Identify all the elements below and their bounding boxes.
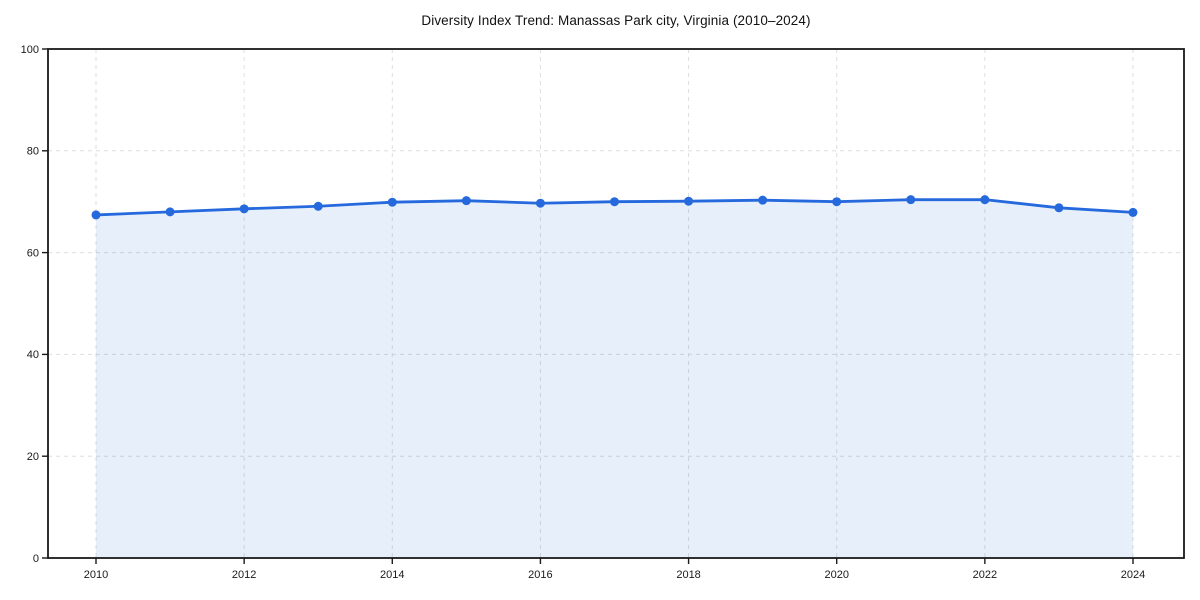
data-point xyxy=(313,201,323,211)
x-tick-label: 2024 xyxy=(1121,569,1145,581)
data-point xyxy=(906,195,916,205)
data-point xyxy=(1054,203,1064,213)
x-tick-label: 2012 xyxy=(232,569,256,581)
x-tick-label: 2014 xyxy=(380,569,404,581)
y-tick-label: 0 xyxy=(33,553,39,565)
y-tick-label: 100 xyxy=(21,44,39,56)
x-tick-label: 2020 xyxy=(824,569,848,581)
y-tick-label: 20 xyxy=(27,451,39,463)
plot-border xyxy=(47,48,1185,559)
data-point xyxy=(1128,207,1138,217)
y-tick-label: 40 xyxy=(27,349,39,361)
x-tick-label: 2016 xyxy=(528,569,552,581)
data-point xyxy=(758,195,768,205)
data-point xyxy=(461,196,471,206)
data-point xyxy=(610,197,619,207)
data-point xyxy=(535,198,545,208)
data-point xyxy=(387,197,397,207)
data-point xyxy=(684,196,694,206)
x-tick-label: 2018 xyxy=(676,569,700,581)
y-tick-label: 80 xyxy=(27,146,39,158)
area-fill xyxy=(96,199,1133,557)
data-point xyxy=(91,210,101,220)
data-point xyxy=(165,207,175,217)
data-point xyxy=(980,195,990,205)
y-tick-label: 60 xyxy=(27,247,39,259)
data-point xyxy=(832,197,842,207)
chart-title: Diversity Index Trend: Manassas Park cit… xyxy=(421,13,811,28)
x-tick-label: 2022 xyxy=(973,569,997,581)
x-tick-label: 2010 xyxy=(84,569,108,581)
data-point xyxy=(239,204,249,214)
